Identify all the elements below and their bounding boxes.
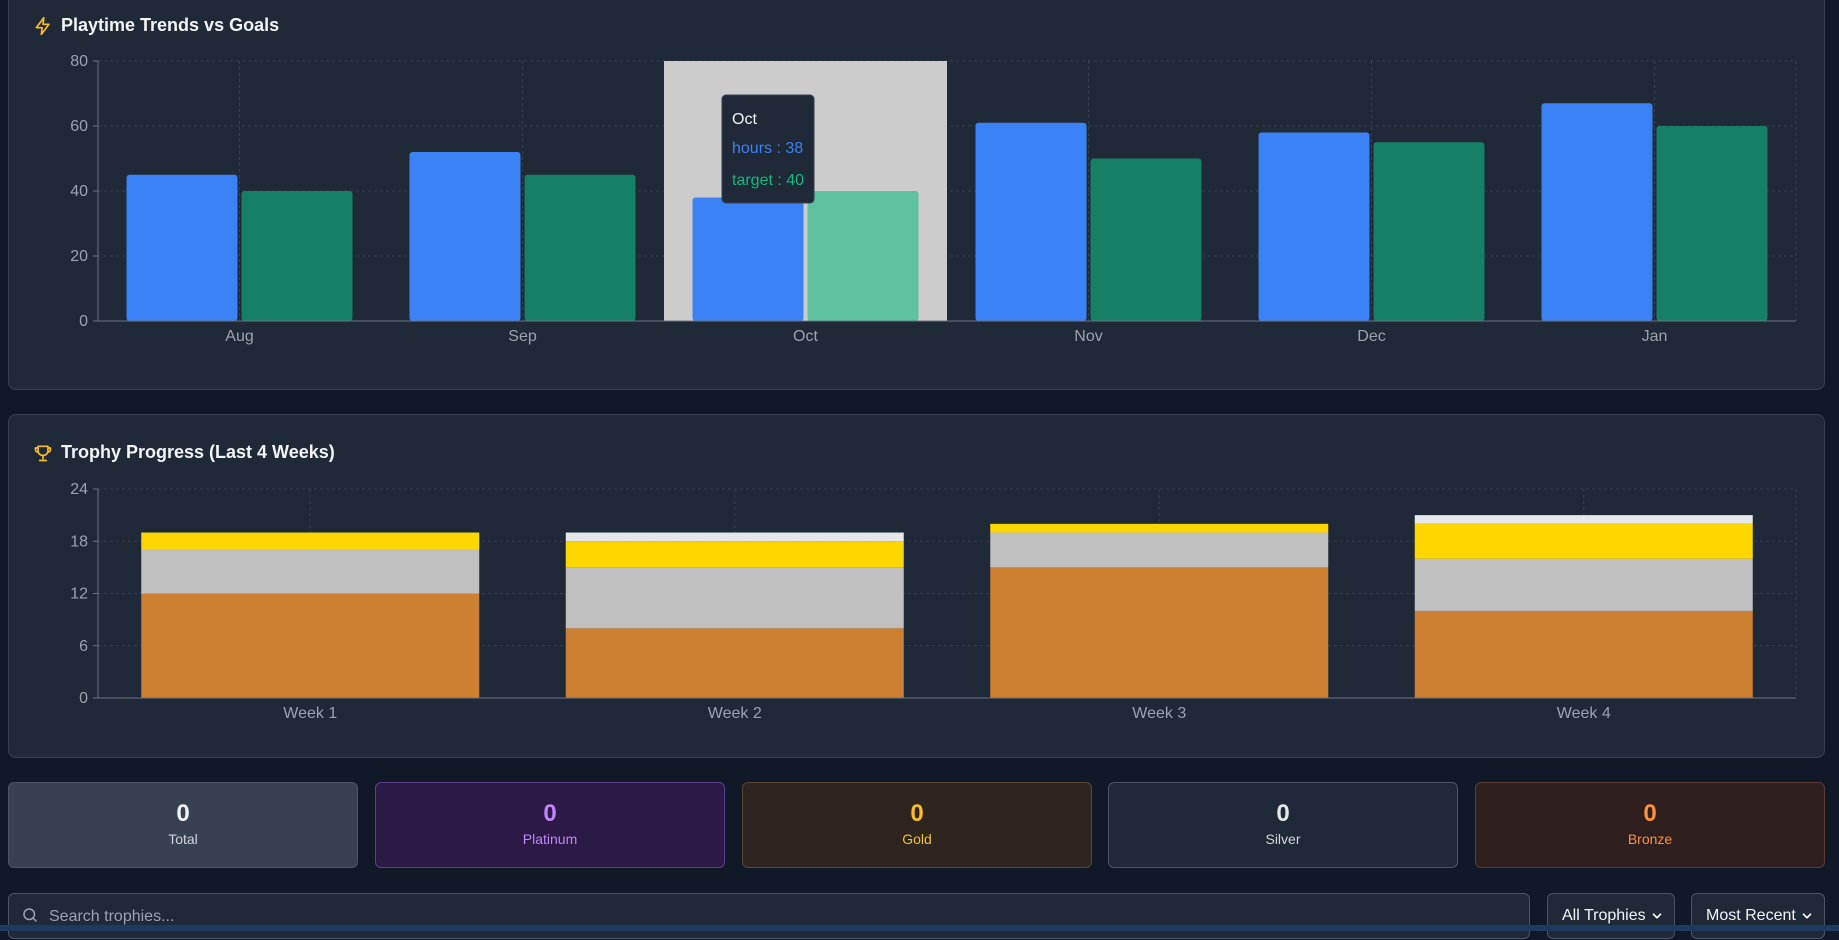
stat-silver: 0 Silver xyxy=(1108,782,1458,868)
search-input[interactable] xyxy=(47,894,1521,940)
stat-bronze-value: 0 xyxy=(1643,800,1657,827)
y-tick-label: 60 xyxy=(70,118,88,135)
y-tick-label: 0 xyxy=(79,313,88,330)
trophy-stacked-bar-chart: Week 1 Week 2 Week 3 Week 4 0 6 12 18 24 xyxy=(70,481,1797,722)
bar-target xyxy=(1656,126,1768,321)
stat-total-label: Total xyxy=(168,831,198,847)
trophy-card-title: Trophy Progress (Last 4 Weeks) xyxy=(61,442,335,462)
bar-hours xyxy=(1258,132,1370,321)
x-tick-label: Nov xyxy=(1074,328,1102,345)
x-tick-label: Sep xyxy=(508,328,537,345)
bar-hours xyxy=(975,122,1087,321)
trophy-type-select-value: All Trophies xyxy=(1562,907,1646,924)
stat-gold: 0 Gold xyxy=(742,782,1092,868)
bar-target xyxy=(1090,158,1202,321)
stack-segment xyxy=(565,532,904,542)
y-tick-label: 24 xyxy=(70,481,88,498)
x-tick-label: Week 1 xyxy=(283,705,337,722)
x-tick-label: Week 3 xyxy=(1132,705,1186,722)
trophy-card-header: Trophy Progress (Last 4 Weeks) xyxy=(33,442,335,463)
y-tick-label: 80 xyxy=(70,53,88,70)
playtime-chart-card: Playtime Trends vs Goals Aug Sep Oct Nov Dec… xyxy=(8,0,1825,390)
chart-tooltip xyxy=(721,94,815,204)
bar-target xyxy=(241,191,353,321)
stack-segment xyxy=(565,541,904,568)
stack-segment xyxy=(1414,523,1753,559)
y-tick-label: 18 xyxy=(70,533,88,550)
stat-silver-label: Silver xyxy=(1265,831,1301,847)
y-tick-label: 40 xyxy=(70,183,88,200)
x-tick-label: Week 2 xyxy=(708,705,762,722)
x-tick-label: Dec xyxy=(1357,328,1385,345)
trophy-type-select[interactable]: All Trophies xyxy=(1547,893,1675,939)
search-icon xyxy=(23,908,37,922)
stat-platinum-value: 0 xyxy=(543,800,557,827)
y-tick-label: 6 xyxy=(79,638,88,655)
x-tick-label: Oct xyxy=(793,328,818,345)
stack-segment xyxy=(565,567,904,629)
x-tick-label: Jan xyxy=(1642,328,1668,345)
stack-segment xyxy=(990,532,1329,568)
y-tick-label: 12 xyxy=(70,586,88,603)
stack-segment xyxy=(141,532,480,550)
playtime-card-header: Playtime Trends vs Goals xyxy=(33,15,279,36)
bottom-edge-bar xyxy=(0,925,1839,931)
sort-select[interactable]: Most Recent xyxy=(1691,893,1825,939)
x-tick-label: Aug xyxy=(225,328,253,345)
tooltip-line: hours : 38 xyxy=(732,140,803,157)
stack-segment xyxy=(141,593,480,698)
playtime-bar-chart: Aug Sep Oct Nov Dec Jan 0 20 40 60 80 Oct hours : 38… xyxy=(70,53,1797,345)
chevron-down-icon xyxy=(1652,913,1662,919)
stack-segment xyxy=(990,523,1329,533)
bar-hours xyxy=(409,152,521,321)
trophy-progress-card: Trophy Progress (Last 4 Weeks) Week 1 Wee… xyxy=(8,414,1825,758)
bar-target xyxy=(807,191,919,321)
bar-hours xyxy=(1541,103,1653,321)
stack-segment xyxy=(1414,610,1753,698)
playtime-card-title: Playtime Trends vs Goals xyxy=(61,15,280,35)
stack-segment xyxy=(565,628,904,698)
bar-target xyxy=(524,174,636,321)
chevron-down-icon xyxy=(1802,913,1812,919)
stat-bronze-label: Bronze xyxy=(1627,831,1673,847)
lightning-icon xyxy=(35,16,50,35)
stat-total: 0 Total xyxy=(8,782,358,868)
stat-platinum: 0 Platinum xyxy=(375,782,725,868)
sort-select-value: Most Recent xyxy=(1706,907,1796,924)
trophy-icon xyxy=(34,445,52,461)
stat-gold-label: Gold xyxy=(902,831,932,847)
stat-gold-value: 0 xyxy=(910,800,924,827)
tooltip-title: Oct xyxy=(732,111,757,128)
stat-total-value: 0 xyxy=(176,800,190,827)
bar-hours xyxy=(692,197,804,321)
search-field[interactable] xyxy=(8,893,1530,940)
stack-segment xyxy=(1414,515,1753,524)
stack-segment xyxy=(1414,558,1753,611)
bar-hours xyxy=(126,174,238,321)
y-tick-label: 0 xyxy=(79,690,88,707)
x-tick-label: Week 4 xyxy=(1557,705,1611,722)
y-tick-label: 20 xyxy=(70,248,88,265)
stat-silver-value: 0 xyxy=(1276,800,1290,827)
tooltip-line: target : 40 xyxy=(732,172,804,189)
stack-segment xyxy=(141,549,480,594)
stat-platinum-label: Platinum xyxy=(522,831,578,847)
stat-bronze: 0 Bronze xyxy=(1475,782,1825,868)
bar-target xyxy=(1373,142,1485,321)
stack-segment xyxy=(990,567,1329,698)
